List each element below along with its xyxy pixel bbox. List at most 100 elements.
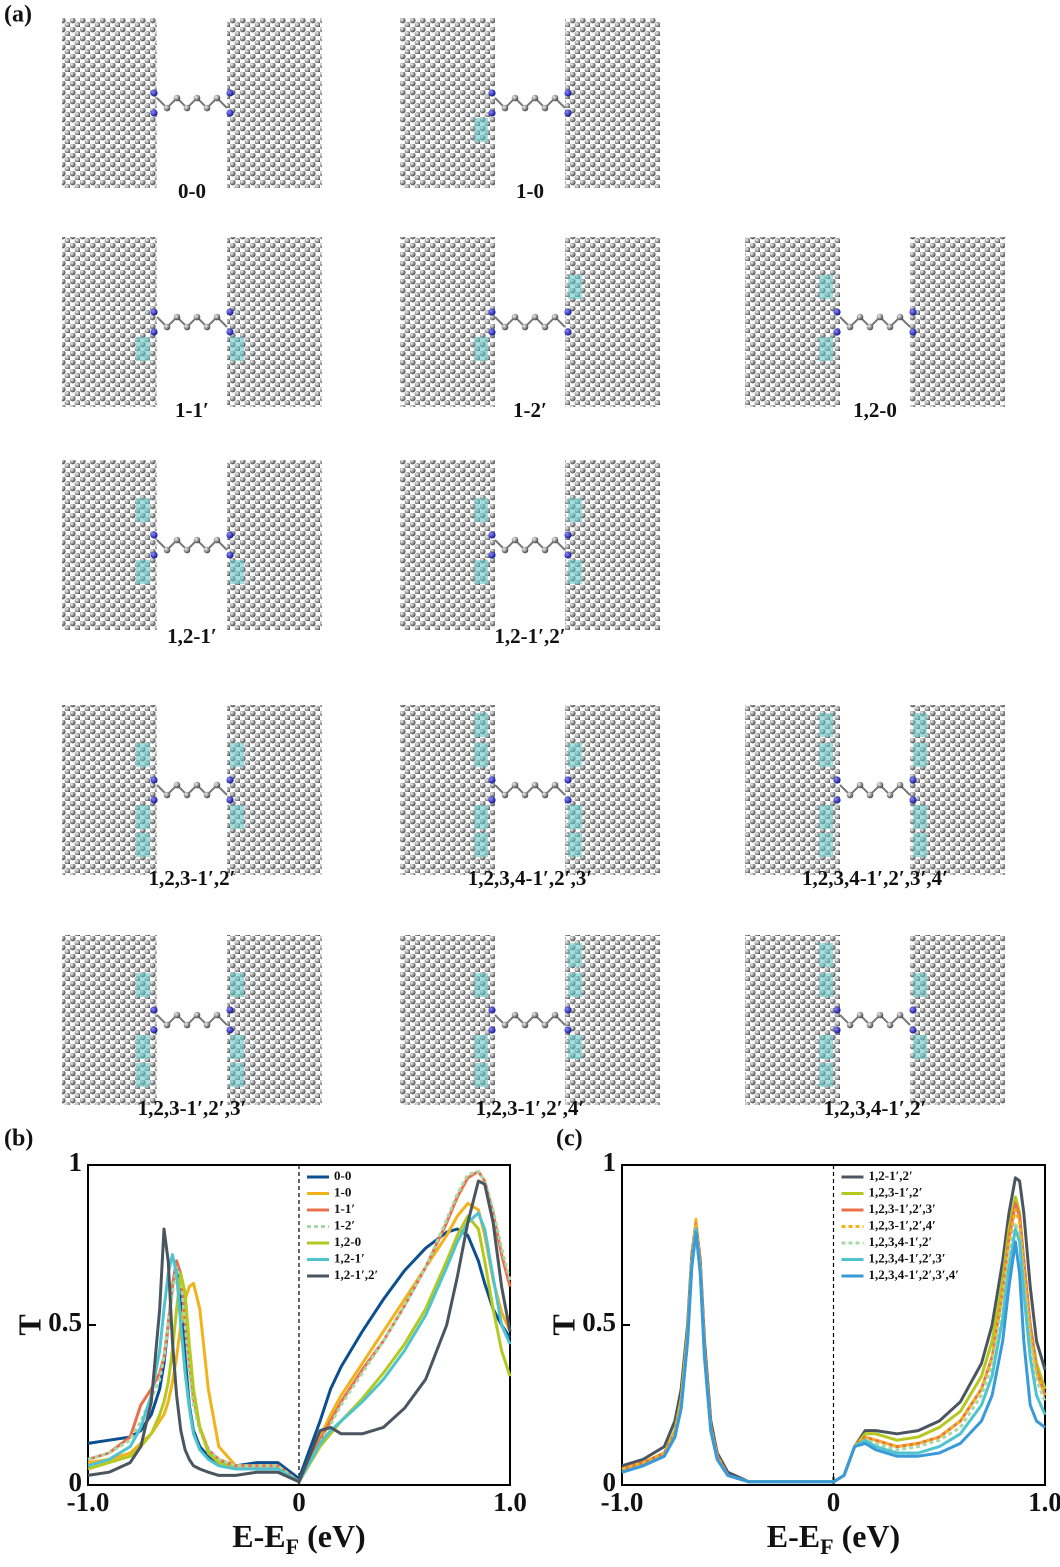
highlight [474,973,488,997]
chain-atom [204,105,211,112]
y-tick-label: 1 [603,1147,617,1177]
nitrogen-atom [488,308,495,315]
chain-atom [194,782,201,789]
legend-label: 1-1′ [334,1201,355,1216]
chain-atom [522,105,529,112]
nitrogen-atom [226,109,233,116]
chain-atom [174,537,181,544]
nitrogen-atom [488,89,495,96]
highlight [568,805,582,829]
structure [62,460,322,630]
x-axis-label-part: E-E [767,1518,820,1554]
chain-atom [184,1022,191,1029]
panel-label: (b) [4,1126,33,1152]
nitrogen-atom [226,796,233,803]
chain-atom [867,1022,874,1029]
legend-label: 1,2-0 [334,1234,361,1249]
nitrogen-atom [564,308,571,315]
chain-atom [174,782,181,789]
chain-atom [542,792,549,799]
chain-atom [214,537,221,544]
highlight [819,805,833,829]
nitrogen-atom [226,308,233,315]
nitrogen-atom [150,308,157,315]
structure [62,237,322,407]
graphene-block [62,237,157,407]
nitrogen-atom [564,1006,571,1013]
nitrogen-atom [488,551,495,558]
structure [745,705,1005,875]
chain-atom [164,547,171,554]
chain-atom [214,95,221,102]
structure-label: 1-0 [516,179,544,203]
structure-label: 1,2,3-1′,2′,3′ [138,1096,247,1120]
structure [62,18,322,188]
nitrogen-atom [564,551,571,558]
chain-atom [542,547,549,554]
highlight [568,973,582,997]
nitrogen-atom [488,1006,495,1013]
nitrogen-atom [833,1006,840,1013]
chain-atom [204,324,211,331]
chain-atom [184,324,191,331]
chain-atom [174,1012,181,1019]
highlight [230,337,244,361]
legend-label: 1,2-1′,2′ [869,1168,913,1183]
graphene-block [227,18,322,188]
chain-atom [164,105,171,112]
highlight [819,275,833,299]
nitrogen-atom [564,531,571,538]
x-axis-label-part: F [820,1534,833,1559]
highlight [819,713,833,737]
structure-label: 1-1′ [175,398,209,422]
graphene-block [227,705,322,875]
nitrogen-atom [833,308,840,315]
chain-atom [174,95,181,102]
nitrogen-atom [564,89,571,96]
nitrogen-atom [833,796,840,803]
highlight [136,973,150,997]
chain-atom [204,1022,211,1029]
highlight [474,743,488,767]
chain-atom [502,324,509,331]
highlight [474,337,488,361]
chain-atom [522,792,529,799]
structure [745,237,1005,407]
chain-atom [512,1012,519,1019]
nitrogen-atom [909,776,916,783]
chain-atom [512,314,519,321]
nitrogen-atom [226,776,233,783]
nitrogen-atom [150,1006,157,1013]
nitrogen-atom [488,1026,495,1033]
structure-label: 1,2-1′,2′ [494,624,565,648]
highlight [819,1035,833,1059]
chain-atom [897,314,904,321]
chain-atom [214,782,221,789]
nitrogen-atom [909,308,916,315]
highlight [568,743,582,767]
chain-atom [214,314,221,321]
legend-label: 0-0 [334,1168,351,1183]
highlight [474,560,488,584]
y-tick-label: 1 [69,1147,83,1177]
figure: (a) 0-01-01-1′1-2′1,2-01,2-1′1,2-1′,2′1,… [0,0,1060,1567]
panel-label: (c) [556,1126,583,1152]
graphene-block [400,237,495,407]
chain-atom [194,1012,201,1019]
highlight [913,743,927,767]
chain-atom [857,1012,864,1019]
x-tick-label: 0 [827,1487,841,1517]
chain-atom [887,324,894,331]
chain-atom [512,782,519,789]
chain-atom [204,792,211,799]
chain-atom [552,537,559,544]
nitrogen-atom [564,796,571,803]
highlight [913,973,927,997]
panel-label: (a) [4,2,32,28]
chain-atom [184,792,191,799]
y-axis-label: T [11,1314,47,1335]
highlight [819,1063,833,1087]
highlight [230,973,244,997]
highlight [819,337,833,361]
nitrogen-atom [488,776,495,783]
